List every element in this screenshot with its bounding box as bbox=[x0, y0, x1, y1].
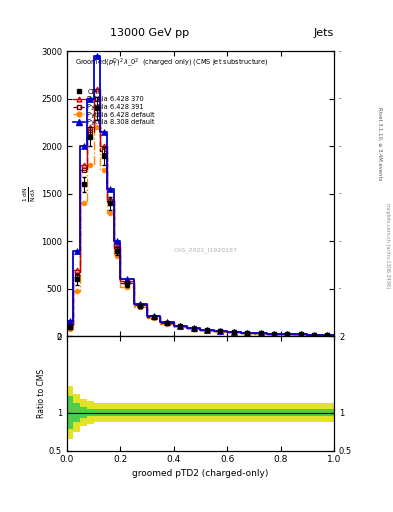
Text: Groomed$(p_T^D)^2\,\lambda\_0^2$  (charged only) (CMS jet substructure): Groomed$(p_T^D)^2\,\lambda\_0^2$ (charge… bbox=[75, 57, 268, 70]
Y-axis label: Ratio to CMS: Ratio to CMS bbox=[37, 369, 46, 418]
X-axis label: groomed pTD2 (charged-only): groomed pTD2 (charged-only) bbox=[132, 468, 269, 478]
Text: 13000 GeV pp: 13000 GeV pp bbox=[110, 28, 189, 38]
Text: Rivet 3.1.10, ≥ 3.4M events: Rivet 3.1.10, ≥ 3.4M events bbox=[377, 106, 382, 180]
Text: mcplots.cern.ch [arXiv:1306.3436]: mcplots.cern.ch [arXiv:1306.3436] bbox=[385, 203, 389, 288]
Legend: CMS, Pythia 6.428 370, Pythia 6.428 391, Pythia 6.428 default, Pythia 8.308 defa: CMS, Pythia 6.428 370, Pythia 6.428 391,… bbox=[73, 89, 155, 125]
Text: Jets: Jets bbox=[314, 28, 334, 38]
Text: CAS_2021_I1920187: CAS_2021_I1920187 bbox=[174, 247, 238, 252]
Y-axis label: $\mathdefault{\frac{1}{N}\frac{dN}{d\lambda}}$: $\mathdefault{\frac{1}{N}\frac{dN}{d\lam… bbox=[22, 186, 38, 202]
